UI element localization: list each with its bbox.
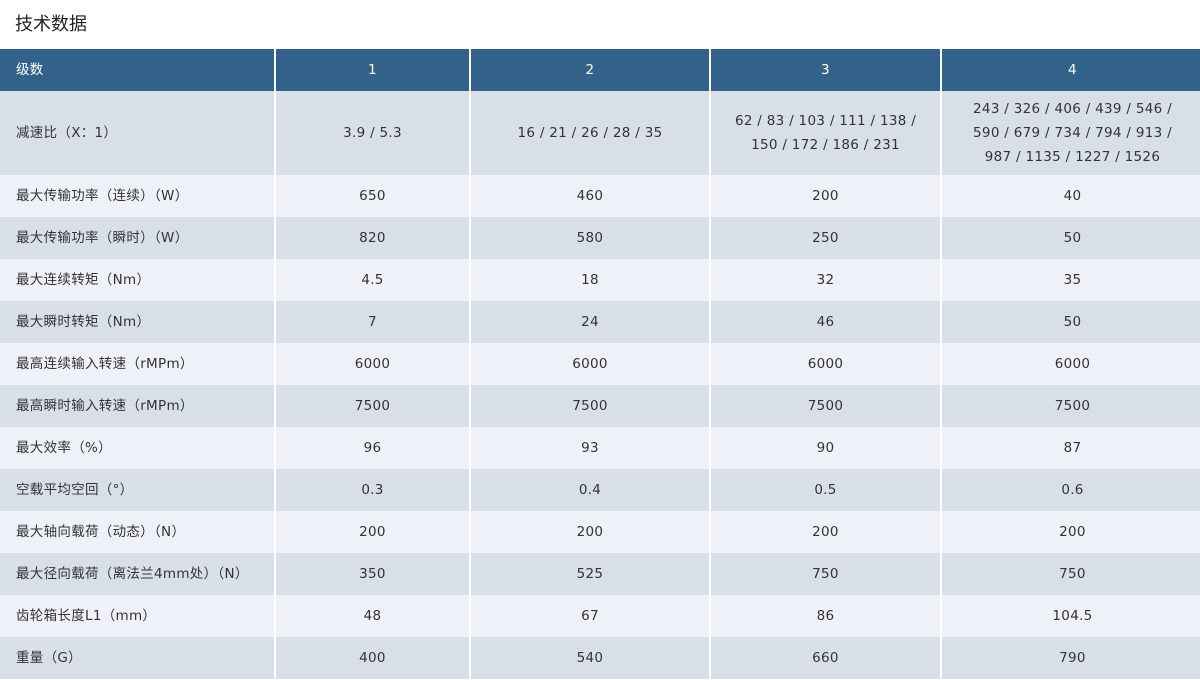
table-cell: 650 xyxy=(276,175,469,217)
table-cell: 400 xyxy=(276,637,469,679)
table-cell: 540 xyxy=(471,637,709,679)
tech-data-table: 级数 1 2 3 4 减速比（X：1） 3.9 / 5.3 16 / 21 / 26 / 28… xyxy=(0,49,1200,679)
table-cell: 6000 xyxy=(471,343,709,385)
table-cell: 46 xyxy=(711,301,940,343)
table-cell: 820 xyxy=(276,217,469,259)
row-label: 空载平均空回（°） xyxy=(0,469,274,511)
table-cell: 87 xyxy=(942,427,1200,469)
row-label: 最高瞬时输入转速（rMPm） xyxy=(0,385,274,427)
table-cell: 790 xyxy=(942,637,1200,679)
table-cell: 6000 xyxy=(276,343,469,385)
row-label: 最大连续转矩（Nm） xyxy=(0,259,274,301)
table-cell: 200 xyxy=(942,511,1200,553)
table-cell: 200 xyxy=(471,511,709,553)
header-stage-3: 3 xyxy=(711,49,940,91)
header-stage-2: 2 xyxy=(471,49,709,91)
table-cell: 93 xyxy=(471,427,709,469)
table-cell: 7500 xyxy=(942,385,1200,427)
table-cell: 200 xyxy=(276,511,469,553)
table-cell: 7500 xyxy=(711,385,940,427)
table-cell: 200 xyxy=(711,511,940,553)
table-cell: 7500 xyxy=(471,385,709,427)
header-label: 级数 xyxy=(0,49,274,91)
table-cell: 4.5 xyxy=(276,259,469,301)
table-cell: 104.5 xyxy=(942,595,1200,637)
table-cell: 7 xyxy=(276,301,469,343)
table-cell: 0.5 xyxy=(711,469,940,511)
table-cell: 200 xyxy=(711,175,940,217)
table-cell: 750 xyxy=(711,553,940,595)
table-cell: 250 xyxy=(711,217,940,259)
table-cell: 32 xyxy=(711,259,940,301)
table-cell: 3.9 / 5.3 xyxy=(276,91,469,175)
table-cell: 0.6 xyxy=(942,469,1200,511)
table-cell: 48 xyxy=(276,595,469,637)
row-label: 最大径向载荷（离法兰4mm处）（N） xyxy=(0,553,274,595)
table-cell: 0.4 xyxy=(471,469,709,511)
header-stage-4: 4 xyxy=(942,49,1200,91)
section-title: 技术数据 xyxy=(15,14,87,35)
table-cell: 580 xyxy=(471,217,709,259)
table-cell: 62 / 83 / 103 / 111 / 138 / 150 / 172 / … xyxy=(711,91,940,175)
row-label: 最大传输功率（瞬时）（W） xyxy=(0,217,274,259)
table-cell: 6000 xyxy=(711,343,940,385)
table-cell: 18 xyxy=(471,259,709,301)
row-label: 减速比（X：1） xyxy=(0,91,274,175)
row-label: 最大传输功率（连续）（W） xyxy=(0,175,274,217)
table-cell: 40 xyxy=(942,175,1200,217)
table-cell: 50 xyxy=(942,217,1200,259)
table-cell: 7500 xyxy=(276,385,469,427)
table-cell: 50 xyxy=(942,301,1200,343)
table-cell: 24 xyxy=(471,301,709,343)
table-cell: 96 xyxy=(276,427,469,469)
table-cell: 6000 xyxy=(942,343,1200,385)
row-label: 最大轴向载荷（动态）（N） xyxy=(0,511,274,553)
row-label: 齿轮箱长度L1（mm） xyxy=(0,595,274,637)
table-cell: 750 xyxy=(942,553,1200,595)
table-cell: 35 xyxy=(942,259,1200,301)
table-cell: 16 / 21 / 26 / 28 / 35 xyxy=(471,91,709,175)
table-cell: 67 xyxy=(471,595,709,637)
header-stage-1: 1 xyxy=(276,49,469,91)
row-label: 最大效率（%） xyxy=(0,427,274,469)
row-label: 最大瞬时转矩（Nm） xyxy=(0,301,274,343)
row-label: 最高连续输入转速（rMPm） xyxy=(0,343,274,385)
table-cell: 460 xyxy=(471,175,709,217)
table-cell: 90 xyxy=(711,427,940,469)
table-cell: 525 xyxy=(471,553,709,595)
table-cell: 660 xyxy=(711,637,940,679)
table-cell: 243 / 326 / 406 / 439 / 546 / 590 / 679 … xyxy=(942,91,1200,175)
table-cell: 0.3 xyxy=(276,469,469,511)
table-cell: 350 xyxy=(276,553,469,595)
row-label: 重量（G） xyxy=(0,637,274,679)
table-cell: 86 xyxy=(711,595,940,637)
